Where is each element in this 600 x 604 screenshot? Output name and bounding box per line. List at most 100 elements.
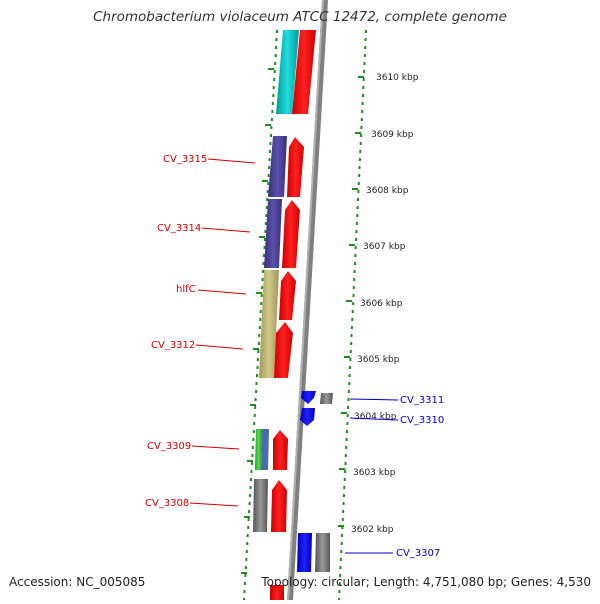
track-dot bbox=[264, 222, 267, 225]
cds-hlfc[interactable] bbox=[279, 271, 296, 320]
track-dot bbox=[246, 534, 249, 537]
accession-text: Accession: NC_005085 bbox=[9, 575, 146, 589]
track-dot bbox=[245, 550, 248, 553]
cds-cv3315[interactable] bbox=[287, 137, 304, 197]
gene-cv3314[interactable] bbox=[264, 199, 282, 268]
cds-top[interactable] bbox=[292, 30, 316, 114]
leader-cv3312 bbox=[195, 344, 244, 350]
label-cv3310[interactable]: CV_3310 bbox=[400, 415, 444, 426]
track-dot bbox=[271, 110, 274, 113]
cds-cv3309[interactable] bbox=[273, 430, 288, 470]
gene-hlfc[interactable] bbox=[259, 270, 279, 378]
leader-cv3314 bbox=[201, 227, 251, 233]
label-hlfc[interactable]: hlfC bbox=[176, 284, 196, 295]
track-dot bbox=[362, 86, 365, 89]
track-dot bbox=[272, 94, 275, 97]
track-dot bbox=[256, 366, 259, 369]
track-dot bbox=[275, 38, 278, 41]
track-dot bbox=[265, 214, 268, 217]
label-cv3309[interactable]: CV_3309 bbox=[147, 441, 191, 452]
tick-label-3603: 3603 kbp bbox=[353, 468, 396, 478]
track-dot bbox=[268, 158, 271, 161]
track-tick bbox=[259, 236, 265, 238]
left-gene-labels: CV_3315 CV_3314 hlfC CV_3312 CV_3309 CV_… bbox=[145, 154, 256, 509]
leader-cv3308 bbox=[189, 502, 239, 507]
track-dot bbox=[249, 494, 251, 497]
track-dot bbox=[338, 582, 341, 585]
gene-cyan[interactable] bbox=[276, 30, 299, 114]
gene-cv3308[interactable] bbox=[253, 479, 268, 532]
track-dot bbox=[352, 294, 355, 297]
track-dot bbox=[254, 406, 257, 409]
gene-cv3307[interactable] bbox=[297, 533, 312, 572]
tick-label-3607: 3607 kbp bbox=[363, 242, 406, 252]
track-dot bbox=[274, 54, 277, 57]
track-dot bbox=[251, 454, 254, 457]
track-dot bbox=[250, 462, 253, 465]
track-dot bbox=[360, 118, 363, 121]
track-dot bbox=[355, 230, 358, 233]
track-dot bbox=[267, 174, 270, 177]
cds-bottom[interactable] bbox=[270, 585, 284, 600]
track-dot bbox=[244, 574, 247, 577]
label-cv3312[interactable]: CV_3312 bbox=[151, 340, 195, 351]
track-dot bbox=[259, 318, 262, 321]
track-dot bbox=[361, 102, 364, 105]
tick-label-3609: 3609 kbp bbox=[371, 130, 414, 140]
track-tick bbox=[253, 348, 259, 350]
track-dot bbox=[256, 374, 258, 377]
track-dot bbox=[250, 470, 253, 473]
track-dot bbox=[360, 134, 363, 137]
track-dot bbox=[356, 214, 359, 217]
track-dot bbox=[360, 126, 363, 129]
track-dot bbox=[347, 398, 350, 401]
track-dot bbox=[363, 62, 366, 65]
page-title: Chromobacterium violaceum ATCC 12472, co… bbox=[93, 9, 507, 25]
track-dot bbox=[268, 166, 271, 169]
gene-cv3307-grey[interactable] bbox=[315, 533, 330, 572]
label-cv3315[interactable]: CV_3315 bbox=[163, 154, 207, 165]
track-dot bbox=[350, 326, 353, 329]
track-dot bbox=[351, 310, 354, 313]
track-dot bbox=[262, 270, 265, 273]
gene-cv3309-green[interactable] bbox=[255, 429, 262, 470]
label-cv3307[interactable]: CV_3307 bbox=[396, 548, 440, 559]
gene-features bbox=[253, 30, 333, 600]
track-tick bbox=[250, 404, 256, 406]
track-dot bbox=[343, 478, 346, 481]
label-cv3308[interactable]: CV_3308 bbox=[145, 498, 189, 509]
track-dot bbox=[272, 86, 275, 89]
cds-cv3312[interactable] bbox=[274, 322, 293, 378]
track-dot bbox=[273, 78, 276, 81]
track-dot bbox=[352, 302, 355, 305]
gene-cv3311[interactable] bbox=[301, 391, 316, 404]
label-cv3311[interactable]: CV_3311 bbox=[400, 395, 444, 406]
cds-cv3308[interactable] bbox=[271, 480, 287, 532]
kbp-tick-labels: 3610 kbp 3609 kbp 3608 kbp 3607 kbp 3606… bbox=[351, 73, 419, 535]
track-dot bbox=[261, 278, 264, 281]
genome-backbone-highlight bbox=[287, 0, 324, 601]
gene-cv3310[interactable] bbox=[300, 408, 315, 426]
track-dot bbox=[249, 486, 252, 489]
track-dot bbox=[358, 166, 361, 169]
gene-cv3315[interactable] bbox=[268, 136, 287, 197]
track-dot bbox=[356, 206, 359, 209]
label-cv3314[interactable]: CV_3314 bbox=[157, 223, 201, 234]
track-dot bbox=[345, 438, 348, 441]
gene-cv3311-grey[interactable] bbox=[320, 393, 333, 404]
track-tick bbox=[244, 516, 250, 518]
leader-cv3311 bbox=[349, 398, 399, 401]
track-dot bbox=[349, 358, 352, 361]
track-tick bbox=[241, 572, 247, 574]
track-dot bbox=[357, 190, 360, 193]
gene-cv3309-blue[interactable] bbox=[261, 429, 269, 470]
track-dot bbox=[339, 558, 342, 561]
tick-label-3608: 3608 kbp bbox=[366, 186, 409, 196]
cds-cv3314[interactable] bbox=[282, 200, 300, 268]
track-dot bbox=[339, 566, 342, 569]
track-dot bbox=[341, 534, 343, 537]
track-tick bbox=[268, 68, 274, 70]
track-dot bbox=[257, 342, 260, 345]
track-dot bbox=[250, 478, 252, 481]
